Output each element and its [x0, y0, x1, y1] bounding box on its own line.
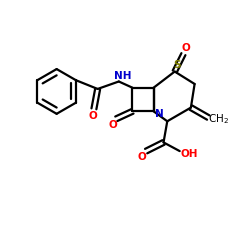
Text: OH: OH — [180, 149, 198, 159]
Text: NH: NH — [114, 71, 131, 81]
Text: S: S — [173, 60, 180, 70]
Text: O: O — [181, 43, 190, 53]
Text: O: O — [109, 120, 118, 130]
Text: N: N — [155, 109, 164, 119]
Text: CH$_2$: CH$_2$ — [208, 112, 229, 126]
Text: O: O — [137, 152, 146, 162]
Text: O: O — [88, 111, 97, 121]
